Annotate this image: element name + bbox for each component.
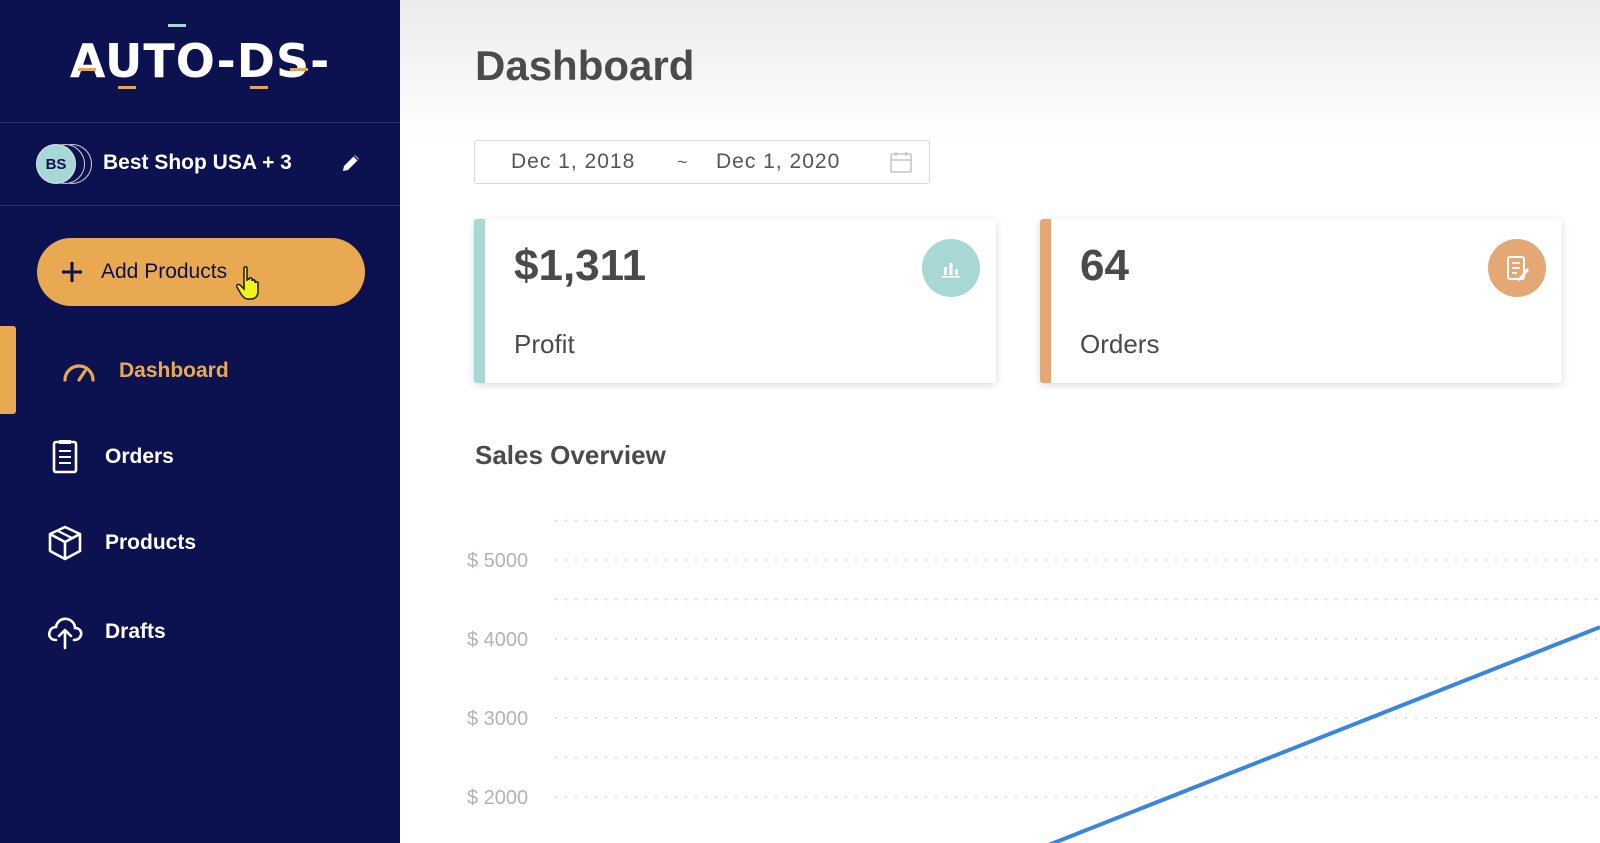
logo-accent xyxy=(77,68,96,71)
y-tick-label: $ 2000 xyxy=(467,787,528,809)
end-date[interactable]: Dec 1, 2020 xyxy=(716,150,841,173)
shop-name: Best Shop USA + 3 xyxy=(103,151,292,174)
date-range-picker[interactable]: Dec 1, 2018 ~ Dec 1, 2020 xyxy=(474,140,930,184)
calendar-icon[interactable] xyxy=(889,150,913,174)
logo-accent xyxy=(117,86,136,89)
nav-label: Products xyxy=(105,531,197,554)
card-value: $1,311 xyxy=(514,241,647,290)
nav-label: Drafts xyxy=(105,620,166,643)
logo-accent xyxy=(167,24,186,27)
card-label: Profit xyxy=(514,329,575,359)
card-accent-bar xyxy=(1040,219,1051,383)
sales-overview-chart: $ 5000 $ 4000 $ 3000 $ 2000 xyxy=(467,519,1600,843)
y-tick-label: $ 5000 xyxy=(467,550,528,572)
active-indicator xyxy=(0,326,16,414)
add-products-button[interactable]: Add Products xyxy=(37,238,365,306)
profit-card: $1,311 Profit xyxy=(474,219,996,383)
page-title: Dashboard xyxy=(475,42,695,89)
sidebar: AUTO-DS- BS Best Shop USA + 3 Add Produc… xyxy=(0,0,400,843)
series-line xyxy=(1048,625,1600,843)
avatar: BS xyxy=(36,144,76,184)
logo[interactable]: AUTO-DS- xyxy=(0,0,400,123)
document-icon xyxy=(1488,239,1546,297)
section-title: Sales Overview xyxy=(475,440,666,470)
logo-accent xyxy=(289,68,308,71)
shop-selector[interactable]: BS Best Shop USA + 3 xyxy=(0,123,400,206)
card-accent-bar xyxy=(474,219,485,383)
logo-accent xyxy=(249,86,268,89)
nav-label: Orders xyxy=(105,445,174,468)
cloud-upload-icon xyxy=(47,617,83,650)
gauge-icon xyxy=(63,364,95,382)
plus-icon xyxy=(62,262,82,282)
pencil-icon[interactable] xyxy=(339,151,363,175)
orders-card: 64 Orders xyxy=(1040,219,1562,383)
nav-item-products[interactable]: Products xyxy=(0,503,400,583)
logo-text: AUTO-DS- xyxy=(70,24,330,89)
nav-item-dashboard[interactable]: Dashboard xyxy=(0,331,400,411)
add-products-label: Add Products xyxy=(101,260,228,283)
nav-label: Dashboard xyxy=(119,359,229,382)
y-tick-label: $ 3000 xyxy=(467,708,528,730)
start-date[interactable]: Dec 1, 2018 xyxy=(511,150,636,173)
nav-item-drafts[interactable]: Drafts xyxy=(0,592,400,672)
nav-item-orders[interactable]: Orders xyxy=(0,417,400,497)
shop-avatar-stack: BS xyxy=(36,144,92,184)
box-icon xyxy=(48,525,82,561)
card-value: 64 xyxy=(1080,241,1129,290)
y-tick-label: $ 4000 xyxy=(467,629,528,651)
header-background xyxy=(400,0,1600,140)
card-label: Orders xyxy=(1080,329,1160,359)
clipboard-icon xyxy=(52,440,78,474)
bar-chart-icon xyxy=(922,239,980,297)
date-separator: ~ xyxy=(677,151,688,172)
main-content: Dashboard Dec 1, 2018 ~ Dec 1, 2020 $1,3… xyxy=(400,0,1600,843)
